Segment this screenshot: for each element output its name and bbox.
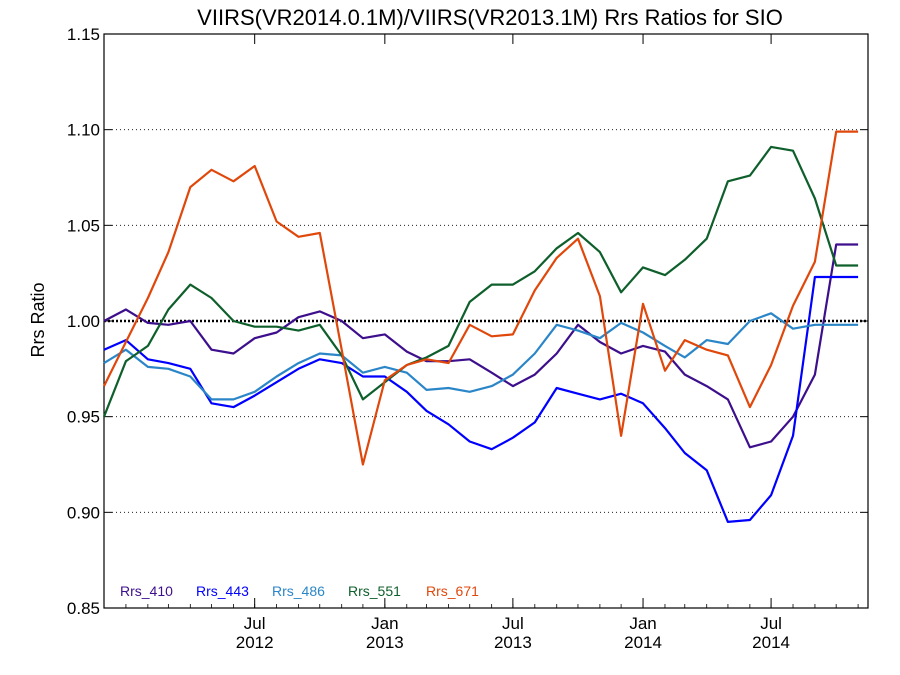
x-tick-label-month: Jan: [371, 614, 398, 633]
y-tick-label: 1.15: [67, 25, 100, 44]
y-tick-label: 0.90: [67, 503, 100, 522]
legend-entry-rrs-551: Rrs_551: [348, 583, 401, 599]
x-tick-label-month: Jul: [502, 614, 524, 633]
series-line-rrs-486: [103, 312, 859, 401]
plot-area: 0.850.900.951.001.051.101.15Jul2012Jan20…: [67, 25, 869, 652]
series-line-rrs-410: [103, 243, 859, 449]
legend-entry-rrs-410: Rrs_410: [120, 583, 173, 599]
x-tick-label-year: 2014: [752, 633, 790, 652]
y-tick-label: 0.85: [67, 599, 100, 618]
x-tick-label-year: 2013: [366, 633, 404, 652]
y-tick-label: 1.00: [67, 312, 100, 331]
y-tick-label: 0.95: [67, 408, 100, 427]
legend-entry-rrs-671: Rrs_671: [426, 583, 479, 599]
x-tick-label-month: Jan: [629, 614, 656, 633]
chart-title: VIIRS(VR2014.0.1M)/VIIRS(VR2013.1M) Rrs …: [197, 5, 783, 30]
series-line-rrs-671: [103, 130, 859, 466]
x-tick-label-year: 2012: [236, 633, 274, 652]
y-axis-label: Rrs Ratio: [28, 282, 48, 357]
legend-entry-rrs-486: Rrs_486: [272, 583, 325, 599]
y-tick-label: 1.05: [67, 216, 100, 235]
x-tick-label-month: Jul: [760, 614, 782, 633]
x-tick-label-year: 2013: [494, 633, 532, 652]
x-tick-label-month: Jul: [244, 614, 266, 633]
x-tick-label-year: 2014: [624, 633, 662, 652]
series-line-rrs-443: [103, 275, 859, 524]
y-tick-label: 1.10: [67, 121, 100, 140]
legend-entry-rrs-443: Rrs_443: [196, 583, 249, 599]
series-line-rrs-551: [102, 145, 859, 418]
